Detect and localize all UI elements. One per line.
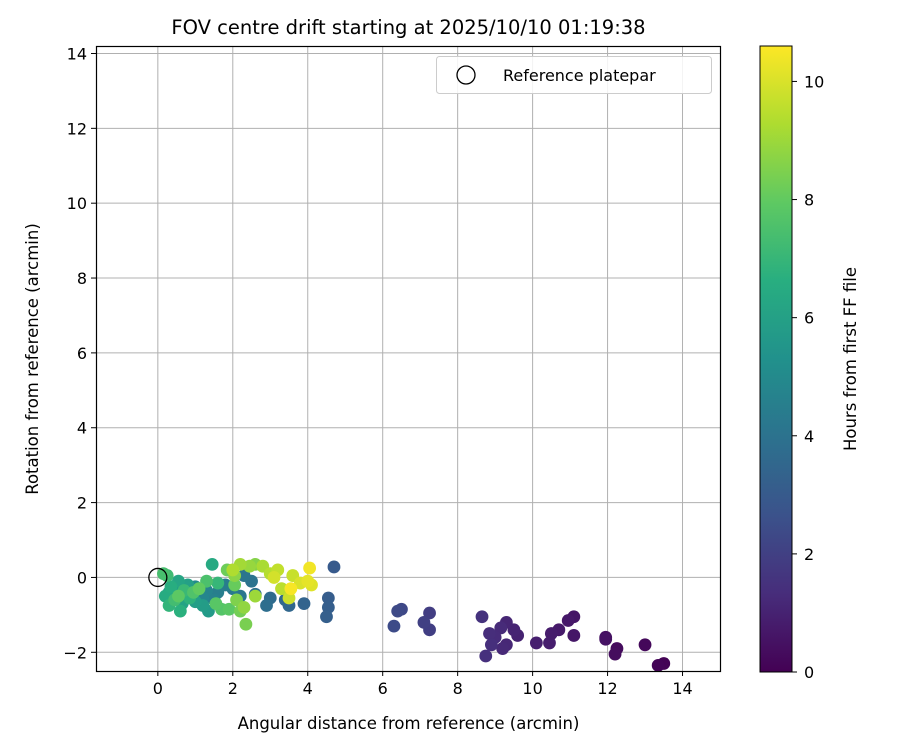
x-tick-label-4: 8 — [453, 679, 463, 698]
scatter-point-85 — [239, 617, 253, 631]
x-tick-label-2: 4 — [303, 679, 313, 698]
scatter-point-25 — [423, 606, 436, 620]
scatter-point-6 — [599, 632, 613, 646]
y-tick-label-0: −2 — [63, 643, 87, 662]
colorbar: 0 2 4 6 8 10 Hours from first FF file — [759, 45, 860, 682]
y-axis-ticks: −2 0 2 4 6 8 10 12 14 — [63, 44, 96, 662]
scatter-point-39 — [260, 599, 273, 612]
reference-marker-layer — [148, 567, 168, 588]
scatter-point-18 — [496, 642, 510, 655]
scatter-point-89 — [237, 600, 251, 614]
scatter-point-104 — [303, 561, 317, 575]
scatter-point-64 — [205, 557, 219, 571]
scatter-point-2 — [638, 638, 652, 652]
grid-lines — [96, 46, 720, 671]
x-tick-label-7: 14 — [672, 679, 692, 698]
plot-frame — [95, 45, 722, 673]
legend-box — [436, 56, 712, 94]
reference-platepar-marker — [148, 567, 168, 588]
scatter-point-32 — [321, 591, 335, 605]
scatter-point-31 — [327, 560, 341, 574]
y-tick-label-2: 2 — [77, 494, 87, 513]
y-tick-label-3: 4 — [77, 419, 87, 438]
scatter-point-27 — [417, 615, 431, 629]
scatter-point-70 — [211, 576, 225, 590]
colorbar-gradient — [760, 46, 792, 672]
scatter-point-24 — [475, 610, 489, 624]
x-tick-label-0: 0 — [153, 679, 163, 698]
y-tick-label-4: 6 — [77, 344, 87, 363]
scatter-point-100 — [267, 571, 281, 584]
chart-title: FOV centre drift starting at 2025/10/10 … — [171, 16, 645, 39]
scatter-point-91 — [248, 589, 262, 603]
x-tick-label-3: 6 — [378, 679, 388, 698]
x-axis-title: Angular distance from reference (arcmin) — [238, 714, 580, 733]
scatter-point-30 — [387, 619, 401, 633]
x-axis-ticks: 0 2 4 6 8 10 12 14 — [153, 671, 693, 698]
colorbar-tick-label-5: 10 — [804, 72, 824, 91]
scatter-point-1 — [651, 658, 665, 672]
scatter-point-74 — [157, 567, 170, 581]
colorbar-ticks: 0 2 4 6 8 10 — [792, 72, 824, 682]
scatter-point-82 — [228, 578, 242, 592]
x-tick-label-6: 12 — [597, 679, 617, 698]
scatter-point-21 — [483, 627, 496, 640]
y-tick-label-7: 12 — [67, 119, 87, 138]
colorbar-frame — [759, 45, 793, 673]
scatter-point-35 — [297, 597, 311, 611]
legend-label-reference: Reference platepar — [503, 66, 656, 85]
y-axis-title: Rotation from reference (arcmin) — [23, 223, 42, 495]
scatter-point-94 — [226, 563, 240, 577]
scatter-point-105 — [284, 582, 298, 596]
scatter-point-80 — [172, 589, 185, 603]
legend: Reference platepar — [436, 56, 712, 94]
y-tick-label-1: 0 — [77, 568, 87, 587]
scatter-points — [157, 557, 671, 672]
scatter-point-103 — [301, 574, 315, 588]
colorbar-tick-label-0: 0 — [804, 663, 814, 682]
scatter-point-34 — [320, 610, 333, 624]
x-tick-label-5: 10 — [522, 679, 542, 698]
scatter-point-4 — [608, 647, 622, 661]
colorbar-tick-label-2: 4 — [804, 427, 814, 446]
y-tick-label-6: 10 — [67, 194, 87, 213]
scatter-point-81 — [192, 582, 206, 596]
y-tick-label-8: 14 — [67, 44, 87, 63]
scatter-point-96 — [275, 582, 288, 596]
scatter-point-19 — [494, 621, 508, 635]
legend-reference-marker — [456, 65, 476, 85]
scatter-point-67 — [173, 604, 187, 618]
colorbar-tick-label-1: 2 — [804, 545, 814, 564]
scatter-point-78 — [209, 597, 223, 611]
colorbar-label: Hours from first FF file — [841, 267, 860, 451]
scatter-point-23 — [479, 649, 493, 663]
y-tick-label-5: 8 — [77, 269, 87, 288]
scatter-point-8 — [567, 629, 581, 642]
scatter-point-66 — [164, 580, 178, 594]
colorbar-tick-label-3: 6 — [804, 309, 814, 328]
scatter-point-13 — [529, 636, 543, 650]
scatter-point-12 — [543, 636, 556, 650]
scatter-point-29 — [391, 604, 405, 618]
colorbar-tick-label-4: 8 — [804, 191, 814, 210]
x-tick-label-1: 2 — [228, 679, 238, 698]
scatter-point-9 — [561, 614, 575, 627]
scatter-point-22 — [484, 638, 498, 652]
scatter-point-79 — [222, 602, 236, 616]
scatter-point-42 — [237, 569, 251, 582]
